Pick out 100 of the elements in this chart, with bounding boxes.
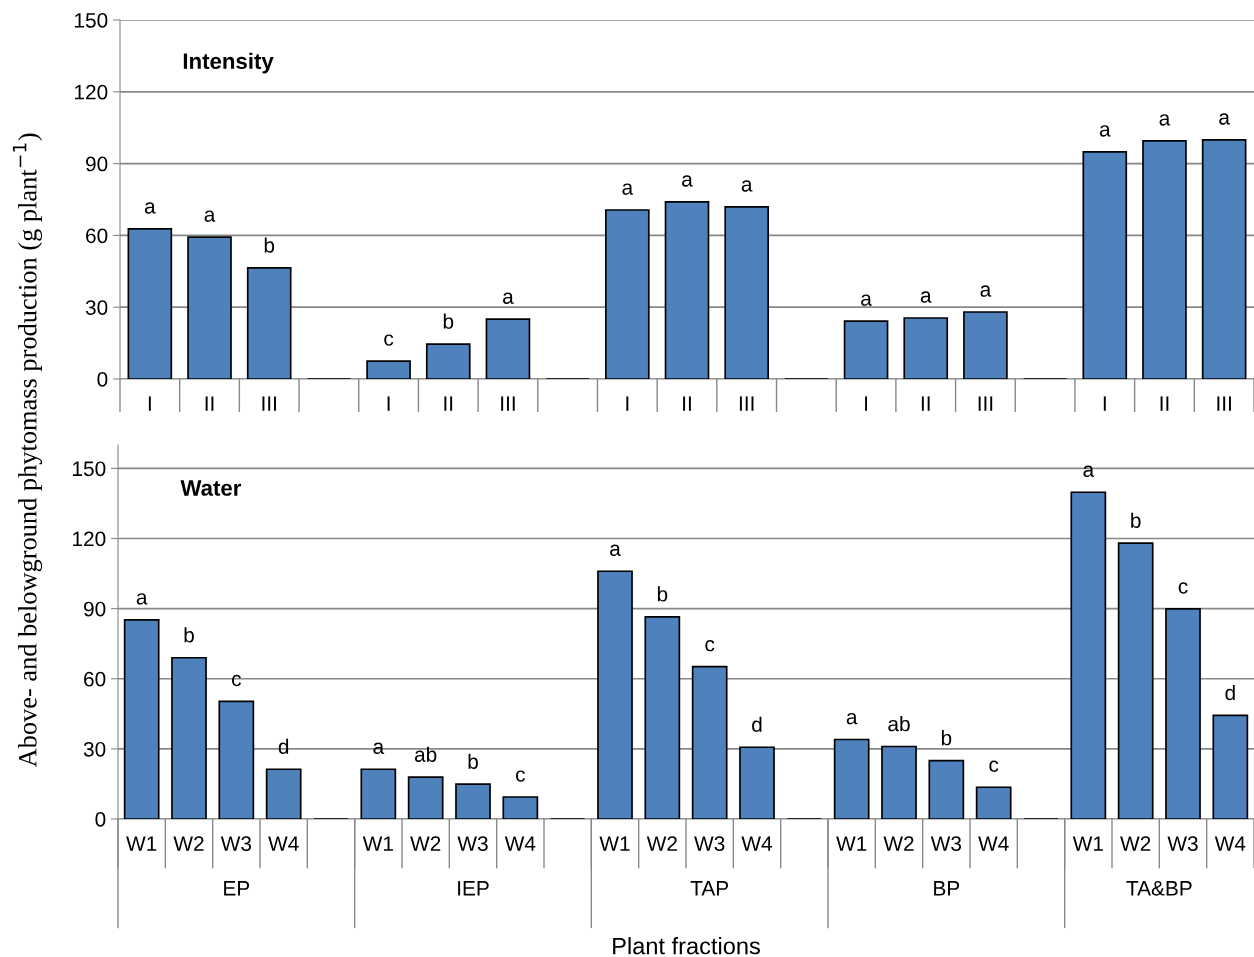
bar xyxy=(928,759,965,819)
x-tick-label: W3 xyxy=(1167,836,1198,851)
data-label: a xyxy=(846,712,858,725)
bar xyxy=(691,665,728,819)
x-tick-label: W4 xyxy=(741,836,773,851)
x-tick-label: W2 xyxy=(883,836,914,851)
y-tick-label: 0 xyxy=(97,372,108,387)
text: Water xyxy=(180,480,242,496)
x-tick-label: I xyxy=(148,396,151,411)
bar xyxy=(1212,714,1249,819)
bar xyxy=(485,318,531,379)
text: IEP xyxy=(458,881,489,896)
x-tick-label: W1 xyxy=(362,836,393,851)
x-tick-label: W3 xyxy=(220,836,252,851)
data-label: b xyxy=(184,627,194,643)
data-label: b xyxy=(1131,512,1141,528)
data-label: c xyxy=(516,770,525,782)
y-tick-label: 30 xyxy=(85,300,108,315)
data-label: d xyxy=(1225,684,1235,701)
data-label: c xyxy=(384,334,394,346)
data-label: a xyxy=(1159,114,1171,126)
data-label: d xyxy=(752,716,762,733)
bar xyxy=(360,768,397,819)
data-label: b xyxy=(264,237,275,253)
x-tick-label: III xyxy=(1217,396,1231,411)
bar xyxy=(246,267,292,379)
data-label: a xyxy=(144,202,156,214)
data-label: c xyxy=(1178,582,1188,594)
x-tick-label: W2 xyxy=(410,836,441,851)
x-tick-label: II xyxy=(444,396,453,411)
bar xyxy=(664,201,710,379)
bar xyxy=(1070,491,1107,819)
data-label: c xyxy=(232,674,241,687)
data-label: a xyxy=(1083,465,1095,477)
data-label: b xyxy=(443,313,454,329)
x-tick-label: I xyxy=(865,396,868,411)
x-tick-label: III xyxy=(501,396,515,411)
text: TAP xyxy=(690,881,729,896)
bar xyxy=(455,783,491,819)
text: Intensity xyxy=(183,52,274,74)
y-tick-label: 150 xyxy=(75,13,108,28)
x-tick-label: W1 xyxy=(1072,836,1103,851)
bar xyxy=(1165,608,1201,819)
y-tick-label: 60 xyxy=(86,228,108,244)
x-tick-label: W1 xyxy=(836,836,867,851)
data-label: ab xyxy=(414,746,437,762)
data-label: a xyxy=(503,292,514,304)
data-label: a xyxy=(920,291,932,303)
bar xyxy=(218,700,255,819)
bar xyxy=(739,746,775,819)
x-tick-label: W4 xyxy=(268,836,299,851)
data-label: b xyxy=(657,586,668,602)
y-tick-label: 120 xyxy=(73,531,106,547)
x-tick-label: I xyxy=(626,396,629,411)
bar xyxy=(843,320,889,379)
data-label: a xyxy=(682,175,693,187)
y-tick-label: 150 xyxy=(73,461,106,477)
bar xyxy=(604,209,650,379)
x-tick-label: W4 xyxy=(504,836,536,851)
data-label: a xyxy=(861,294,872,306)
bar xyxy=(171,656,207,819)
text: EP xyxy=(224,881,250,896)
bar xyxy=(123,619,160,819)
data-label: a xyxy=(136,593,148,605)
x-tick-label: W2 xyxy=(173,836,204,851)
x-tick-label: II xyxy=(683,396,691,411)
data-label: d xyxy=(278,738,289,754)
bar xyxy=(963,311,1008,379)
x-tick-label: W2 xyxy=(1120,836,1151,851)
data-label: ab xyxy=(888,716,910,732)
bar xyxy=(975,786,1012,819)
data-label: a xyxy=(610,544,621,556)
data-label: c xyxy=(989,760,999,772)
x-tick-label: III xyxy=(262,396,276,411)
bar xyxy=(187,236,232,379)
bar xyxy=(1117,542,1154,819)
y-tick-label: 120 xyxy=(75,84,108,100)
x-tick-label: III xyxy=(978,396,993,411)
text: TA&BP xyxy=(1126,881,1192,896)
x-tick-label: W2 xyxy=(646,836,677,851)
data-label: a xyxy=(622,183,634,195)
x-tick-label: W3 xyxy=(457,836,488,851)
bar xyxy=(502,796,539,819)
x-tick-label: II xyxy=(1160,396,1169,411)
bar xyxy=(644,615,681,819)
data-label: a xyxy=(980,285,992,297)
x-tick-label: I xyxy=(387,396,390,411)
x-tick-label: III xyxy=(739,396,754,411)
data-label: a xyxy=(1099,125,1111,137)
bar xyxy=(724,206,770,379)
bar xyxy=(1201,139,1247,379)
x-tick-label: II xyxy=(921,396,930,411)
data-label: b xyxy=(468,753,478,769)
data-label: c xyxy=(705,639,715,652)
x-tick-label: W3 xyxy=(930,836,962,851)
bar xyxy=(265,768,302,819)
y-tick-label: 30 xyxy=(83,741,106,757)
bar xyxy=(833,738,870,819)
bar xyxy=(1142,140,1187,379)
x-tick-label: W3 xyxy=(694,836,725,851)
